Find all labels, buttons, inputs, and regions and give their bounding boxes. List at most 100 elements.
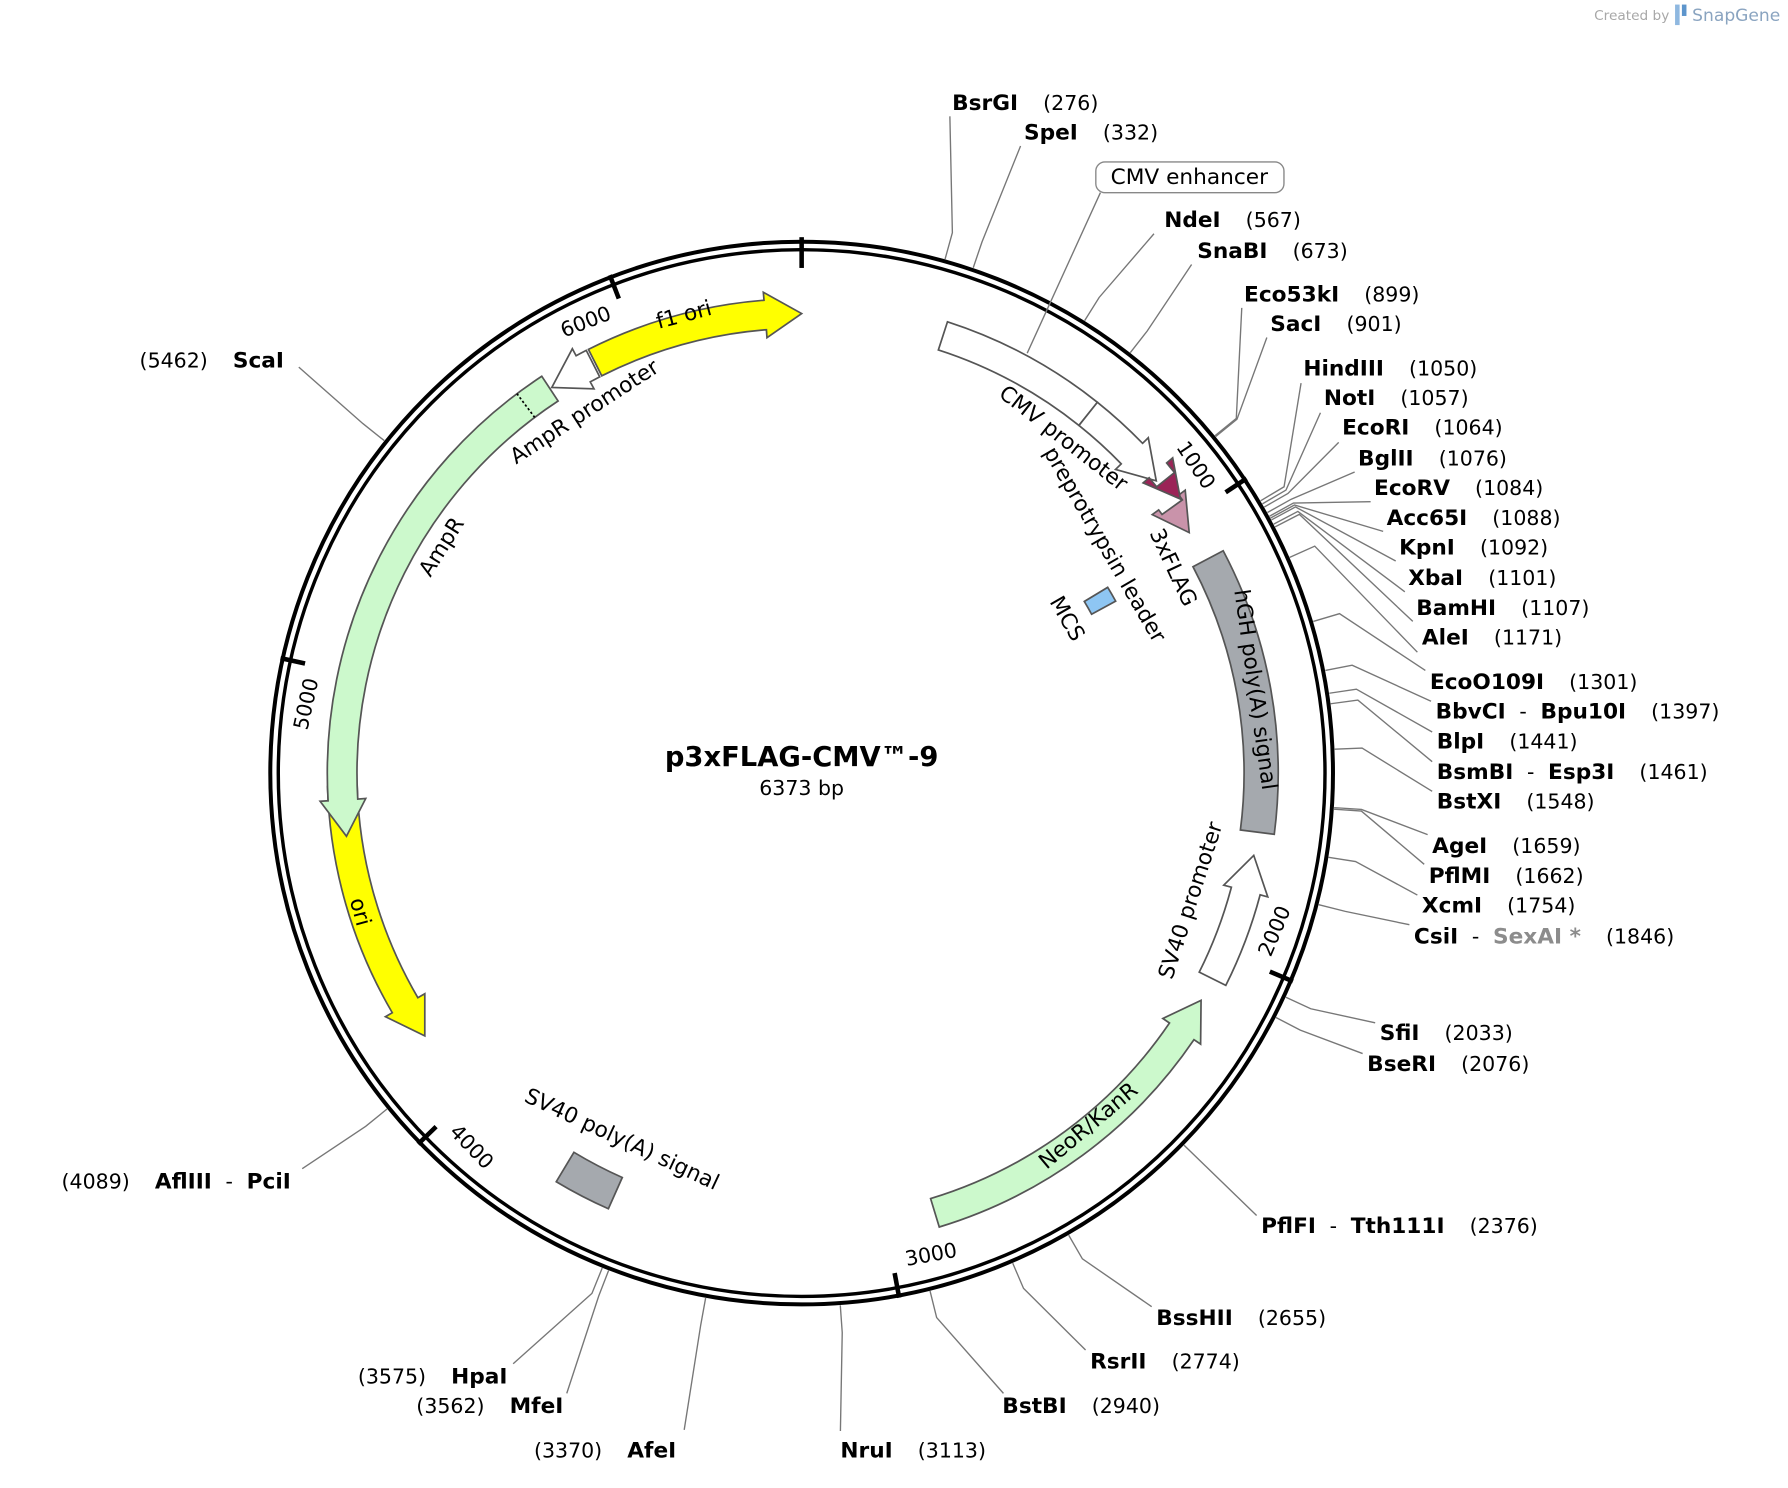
enzyme-name: HindIII bbox=[1303, 356, 1384, 381]
cut-position: (1846) bbox=[1606, 924, 1674, 948]
enzyme-name: SexAI * bbox=[1493, 924, 1581, 949]
cut-site-leader bbox=[301, 1108, 388, 1170]
enzyme-name: KpnI bbox=[1399, 535, 1455, 560]
cut-position: (3370) bbox=[534, 1439, 602, 1463]
enzyme-name: BbvCI bbox=[1436, 700, 1506, 725]
feature-shape bbox=[318, 375, 560, 838]
cut-position: (1057) bbox=[1400, 386, 1468, 410]
cut-site-leader bbox=[1263, 441, 1340, 508]
cut-site-leader bbox=[1318, 903, 1410, 926]
cut-site-leader bbox=[972, 145, 1022, 268]
cut-position: (1397) bbox=[1651, 700, 1719, 724]
cut-position: (2033) bbox=[1445, 1021, 1513, 1045]
feature-shape bbox=[550, 346, 601, 390]
feature-label-box bbox=[1095, 161, 1285, 194]
enzyme-name: SfiI bbox=[1380, 1021, 1420, 1046]
feature-shape bbox=[1077, 401, 1158, 483]
enzyme-name: AfeI bbox=[627, 1439, 676, 1464]
separator: - bbox=[226, 1169, 233, 1193]
enzyme-name: XcmI bbox=[1422, 893, 1482, 918]
cut-site-leader bbox=[1313, 612, 1426, 672]
separator: - bbox=[1527, 760, 1534, 784]
cut-site-leader bbox=[1274, 513, 1414, 622]
cut-position: (567) bbox=[1246, 208, 1301, 232]
feature-shape bbox=[1191, 549, 1280, 836]
cut-position: (5462) bbox=[140, 348, 208, 372]
separator: - bbox=[1472, 924, 1479, 948]
feature-shape bbox=[326, 784, 426, 1038]
plasmid-length: 6373 bp bbox=[759, 776, 844, 800]
ring-tick-label: 1000 bbox=[1172, 437, 1221, 494]
enzyme-name: BstBI bbox=[1002, 1394, 1066, 1419]
created-by: Created by bbox=[1594, 8, 1669, 24]
cut-position: (2376) bbox=[1470, 1214, 1538, 1238]
cut-site-leader bbox=[1270, 504, 1384, 533]
enzyme-name: BsmBI bbox=[1437, 760, 1514, 785]
cut-position: (2940) bbox=[1092, 1394, 1160, 1418]
ring-tick bbox=[416, 1124, 438, 1146]
cut-position: (3562) bbox=[416, 1394, 484, 1418]
cut-position: (1171) bbox=[1494, 626, 1562, 650]
cut-site-leader bbox=[1334, 747, 1433, 792]
cut-position: (673) bbox=[1293, 239, 1348, 263]
enzyme-name: XbaI bbox=[1408, 566, 1463, 591]
cut-position: (1050) bbox=[1409, 356, 1477, 380]
cut-site-leader bbox=[512, 1267, 603, 1365]
cut-position: (1088) bbox=[1492, 506, 1560, 530]
ring-tick-label: 5000 bbox=[289, 676, 324, 732]
cut-position: (2076) bbox=[1461, 1052, 1529, 1076]
ring-tick bbox=[280, 655, 306, 666]
cut-site-leader bbox=[566, 1270, 610, 1394]
feature-label: MCS bbox=[1044, 592, 1089, 646]
feature-shape bbox=[587, 290, 804, 377]
feature-shape bbox=[929, 998, 1202, 1229]
enzyme-name: HpaI bbox=[451, 1364, 507, 1389]
cut-site-leader bbox=[1330, 699, 1433, 763]
plasmid-name: p3xFLAG-CMV™-9 bbox=[665, 742, 939, 773]
enzyme-name: BamHI bbox=[1416, 596, 1496, 621]
enzyme-name: EcoRI bbox=[1342, 416, 1409, 441]
cut-site-leader bbox=[1328, 856, 1418, 896]
cut-site-leader bbox=[1262, 412, 1322, 505]
feature-shape bbox=[1083, 586, 1117, 616]
enzyme-name: BssHII bbox=[1156, 1306, 1233, 1331]
cut-position: (2655) bbox=[1258, 1306, 1326, 1330]
ring-tick-label: 2000 bbox=[1253, 902, 1295, 959]
enzyme-name: Acc65I bbox=[1387, 506, 1468, 531]
cut-position: (276) bbox=[1043, 91, 1098, 115]
enzyme-name: EcoRV bbox=[1374, 476, 1450, 501]
feature-shape bbox=[1150, 488, 1191, 535]
brand: SnapGene bbox=[1692, 6, 1780, 26]
enzyme-name: BseRI bbox=[1367, 1052, 1436, 1077]
cut-site-leader bbox=[839, 1305, 843, 1432]
enzyme-name: EcoO109I bbox=[1430, 670, 1544, 695]
cut-position: (332) bbox=[1103, 120, 1158, 144]
ring-tick bbox=[607, 274, 621, 300]
cut-site-leader bbox=[1273, 510, 1406, 593]
cut-site-leader bbox=[1269, 501, 1371, 517]
feature-shape bbox=[1141, 456, 1182, 501]
separator: - bbox=[1330, 1214, 1337, 1238]
cut-site-leader bbox=[1325, 664, 1432, 702]
cut-site-leader bbox=[1215, 337, 1268, 438]
backbone-outer bbox=[268, 239, 1335, 1307]
ring-tick bbox=[892, 1272, 902, 1299]
cut-position: (2774) bbox=[1172, 1350, 1240, 1374]
cut-site-leader bbox=[1183, 1144, 1258, 1216]
enzyme-name: NdeI bbox=[1164, 208, 1220, 233]
cut-position: (901) bbox=[1346, 312, 1401, 336]
cut-site-leader bbox=[1289, 545, 1418, 653]
enzyme-name: Tth111I bbox=[1351, 1214, 1445, 1239]
feature-shape bbox=[555, 1151, 624, 1210]
enzyme-name: ScaI bbox=[233, 348, 284, 373]
cut-site-leader bbox=[298, 366, 385, 442]
ring-tick bbox=[1268, 969, 1294, 984]
enzyme-name: Eco53kI bbox=[1244, 282, 1339, 307]
feature-divider bbox=[516, 393, 536, 418]
feature-label: CMV enhancer bbox=[1111, 165, 1269, 190]
backbone-inner bbox=[276, 248, 1327, 1299]
enzyme-name: BlpI bbox=[1437, 729, 1485, 754]
enzyme-name: SnaBI bbox=[1197, 239, 1267, 264]
cut-site-leader bbox=[1333, 808, 1425, 865]
